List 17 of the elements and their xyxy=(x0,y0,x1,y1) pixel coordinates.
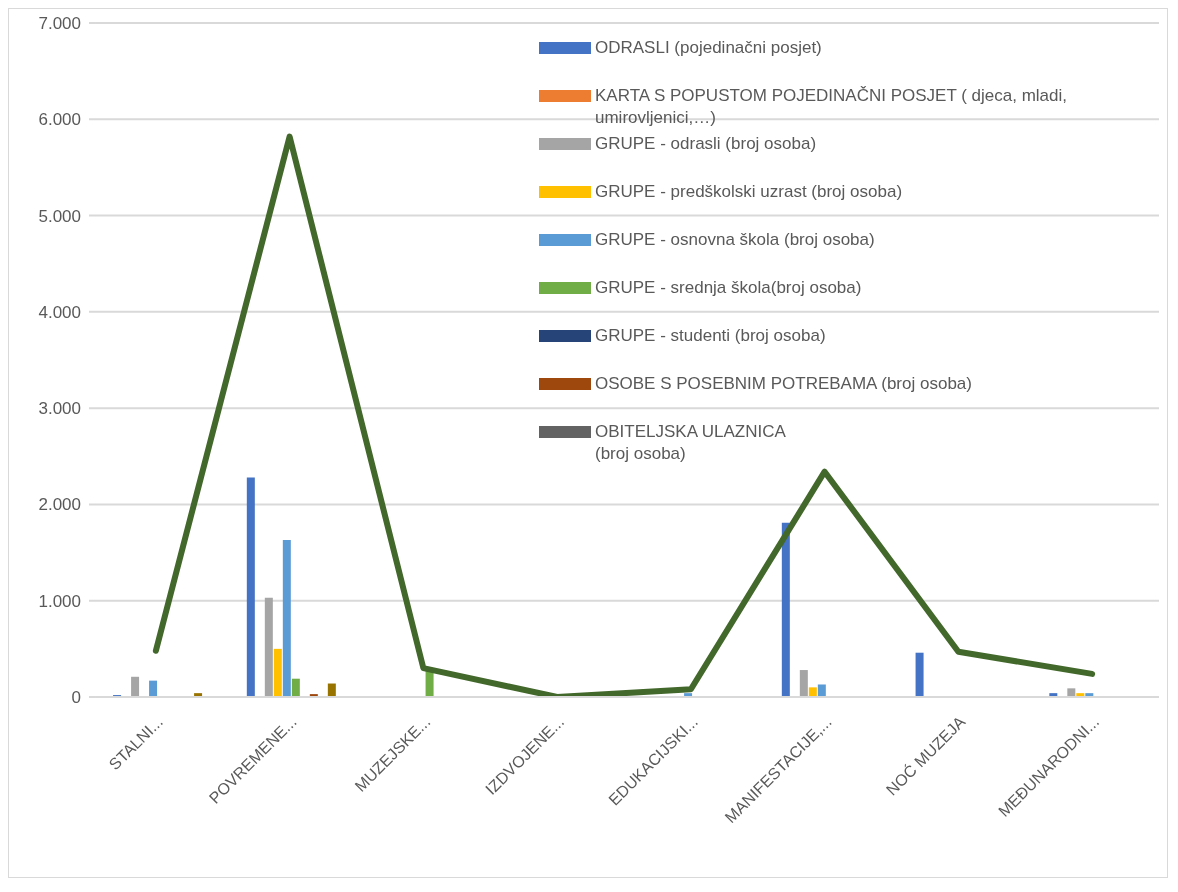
legend-label: GRUPE - odrasli (broj osoba) xyxy=(595,133,817,155)
y-tick-label: 4.000 xyxy=(38,302,81,322)
legend-label: OBITELJSKA ULAZNICA (broj osoba) xyxy=(595,421,787,465)
legend-label: KARTA S POPUSTOM POJEDINAČNI POSJET ( djeca, mladi, umirovljenici,…) xyxy=(595,85,1069,129)
y-tick-label: 2.000 xyxy=(38,495,81,515)
y-tick-label: 1.000 xyxy=(38,591,81,611)
y-tick-label: 7.000 xyxy=(38,14,81,34)
legend-label: GRUPE - predškolski uzrast (broj osoba) xyxy=(595,181,903,203)
y-tick-label: 3.000 xyxy=(38,399,81,419)
y-tick-label: 6.000 xyxy=(38,110,81,130)
legend-label: GRUPE - srednja škola(broj osoba) xyxy=(595,277,862,299)
y-tick-label: 5.000 xyxy=(38,206,81,226)
legend-label: GRUPE - osnovna škola (broj osoba) xyxy=(595,229,875,251)
legend-label: ODRASLI (pojedinačni posjet) xyxy=(595,37,822,59)
legend-label: GRUPE - studenti (broj osoba) xyxy=(595,325,826,347)
y-tick-label: 0 xyxy=(71,688,81,708)
legend-label: OSOBE S POSEBNIM POTREBAMA (broj osoba) xyxy=(595,373,972,395)
